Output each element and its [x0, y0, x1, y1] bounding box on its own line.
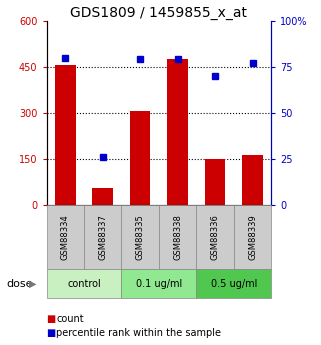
Text: dose: dose: [6, 279, 33, 288]
Text: percentile rank within the sample: percentile rank within the sample: [56, 328, 221, 338]
Bar: [196, 269, 271, 298]
Text: GSM88339: GSM88339: [248, 214, 257, 260]
Title: GDS1809 / 1459855_x_at: GDS1809 / 1459855_x_at: [70, 6, 247, 20]
Text: ▶: ▶: [30, 279, 37, 288]
Bar: [47, 269, 121, 298]
Bar: [167, 59, 188, 205]
Text: count: count: [56, 314, 84, 324]
Text: 0.1 ug/ml: 0.1 ug/ml: [136, 279, 182, 289]
Text: 0.5 ug/ml: 0.5 ug/ml: [211, 279, 257, 289]
Text: GSM88337: GSM88337: [98, 214, 107, 260]
Bar: [121, 269, 196, 298]
Text: GSM88336: GSM88336: [211, 214, 220, 260]
Bar: [121, 205, 159, 269]
Bar: [130, 111, 151, 205]
Bar: [196, 205, 234, 269]
Bar: [205, 159, 225, 205]
Bar: [84, 205, 121, 269]
Bar: [47, 205, 84, 269]
Text: GSM88334: GSM88334: [61, 214, 70, 260]
Bar: [92, 188, 113, 205]
Bar: [159, 205, 196, 269]
Bar: [242, 155, 263, 205]
Bar: [234, 205, 271, 269]
Text: ■: ■: [47, 314, 56, 324]
Text: GSM88335: GSM88335: [136, 214, 145, 260]
Text: control: control: [67, 279, 101, 289]
Text: ■: ■: [47, 328, 56, 338]
Text: GSM88338: GSM88338: [173, 214, 182, 260]
Bar: [55, 65, 75, 205]
